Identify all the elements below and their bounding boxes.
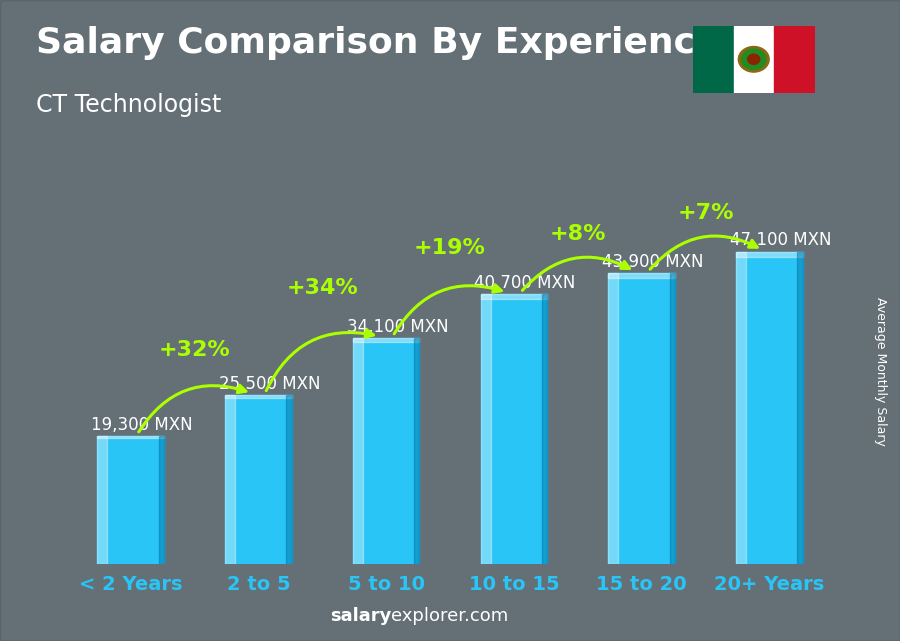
Text: 47,100 MXN: 47,100 MXN: [730, 231, 832, 249]
Text: +32%: +32%: [158, 340, 230, 360]
Bar: [97, 437, 107, 564]
Text: 40,700 MXN: 40,700 MXN: [474, 274, 576, 292]
Bar: [353, 338, 419, 564]
FancyArrowPatch shape: [394, 285, 501, 334]
Bar: [542, 294, 547, 564]
Text: Average Monthly Salary: Average Monthly Salary: [874, 297, 886, 446]
Bar: [693, 26, 733, 93]
Bar: [734, 26, 774, 93]
Text: Salary Comparison By Experience: Salary Comparison By Experience: [36, 26, 719, 60]
Bar: [97, 437, 164, 564]
Bar: [225, 395, 292, 564]
Text: +8%: +8%: [550, 224, 606, 244]
Bar: [97, 437, 164, 438]
Bar: [797, 252, 803, 564]
Bar: [736, 252, 746, 564]
Bar: [481, 294, 547, 299]
Bar: [225, 395, 235, 564]
Bar: [225, 395, 292, 397]
Circle shape: [748, 54, 760, 64]
Text: salary: salary: [330, 607, 392, 625]
Bar: [774, 26, 814, 93]
Text: explorer.com: explorer.com: [392, 607, 508, 625]
Text: 19,300 MXN: 19,300 MXN: [91, 415, 193, 433]
Text: +34%: +34%: [286, 278, 358, 298]
Bar: [353, 338, 363, 564]
Bar: [481, 294, 491, 564]
Text: +19%: +19%: [414, 238, 486, 258]
Bar: [158, 437, 164, 564]
Text: 43,900 MXN: 43,900 MXN: [602, 253, 704, 271]
Bar: [414, 338, 419, 564]
Bar: [608, 273, 675, 278]
Bar: [736, 252, 803, 564]
FancyArrowPatch shape: [650, 236, 757, 269]
FancyArrowPatch shape: [266, 329, 374, 390]
Bar: [736, 252, 803, 257]
Bar: [353, 338, 419, 342]
Circle shape: [742, 49, 766, 69]
Bar: [670, 273, 675, 564]
Bar: [286, 395, 292, 564]
FancyArrowPatch shape: [522, 257, 629, 290]
Text: 25,500 MXN: 25,500 MXN: [219, 374, 320, 392]
Bar: [608, 273, 618, 564]
Bar: [481, 294, 547, 564]
Text: 34,100 MXN: 34,100 MXN: [346, 317, 448, 336]
Circle shape: [738, 47, 770, 72]
FancyArrowPatch shape: [139, 385, 246, 432]
Text: +7%: +7%: [677, 203, 733, 222]
Text: CT Technologist: CT Technologist: [36, 93, 221, 117]
Bar: [608, 273, 675, 564]
